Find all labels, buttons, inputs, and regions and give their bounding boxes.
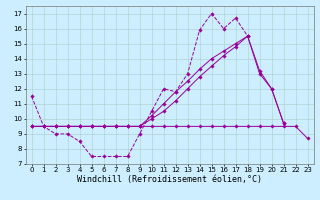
X-axis label: Windchill (Refroidissement éolien,°C): Windchill (Refroidissement éolien,°C)	[77, 175, 262, 184]
